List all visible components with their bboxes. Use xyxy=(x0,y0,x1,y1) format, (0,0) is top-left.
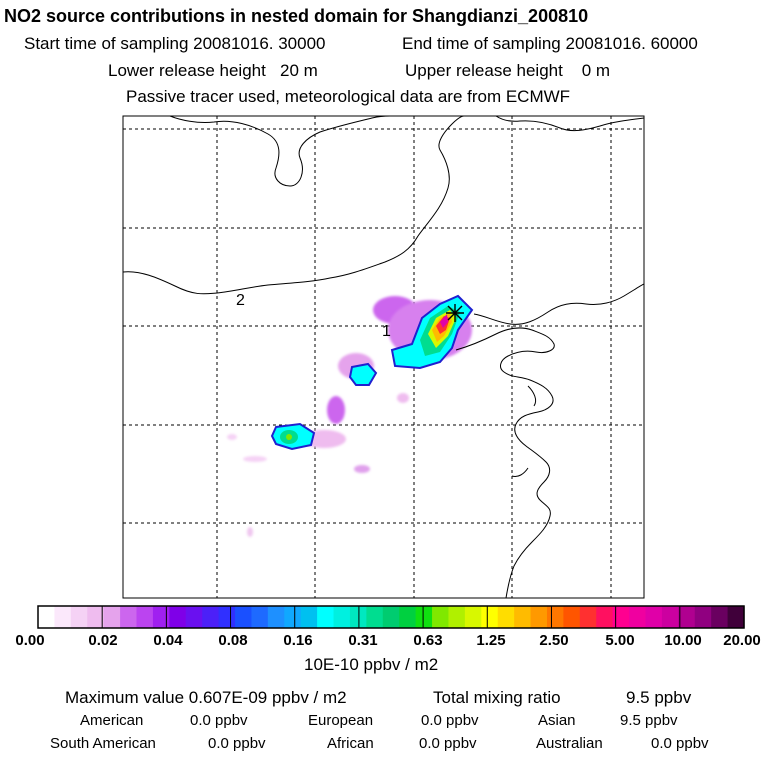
colorbar-swatch xyxy=(251,606,269,628)
colorbar-swatch xyxy=(284,606,302,628)
colorbar-swatch xyxy=(333,606,351,628)
colorbar-swatch xyxy=(38,606,56,628)
upper-release-label: Upper release height xyxy=(405,61,563,80)
region-european-value: 0.0 ppbv xyxy=(421,712,479,729)
colorbar-swatch xyxy=(70,606,88,628)
colorbar-tick-9: 5.00 xyxy=(605,632,635,649)
colorbar-tick-3: 0.08 xyxy=(218,632,248,649)
lower-release-label: Lower release height xyxy=(108,61,266,80)
colorbar-tick-10: 10.00 xyxy=(664,632,702,649)
colorbar-swatch xyxy=(497,606,515,628)
colorbar-swatch xyxy=(202,606,220,628)
colorbar-swatch xyxy=(645,606,663,628)
region-european-name: European xyxy=(308,712,374,729)
colorbar-swatch xyxy=(579,606,597,628)
end-time-label: End time of sampling xyxy=(402,34,561,53)
colorbar-tick-1: 0.02 xyxy=(88,632,118,649)
end-time: End time of sampling 20081016. 60000 xyxy=(402,35,698,52)
colorbar-swatch xyxy=(103,606,121,628)
colorbar-swatch xyxy=(629,606,647,628)
region-australian-name: Australian xyxy=(536,735,603,752)
colorbar-swatch xyxy=(399,606,417,628)
colorbar-swatch xyxy=(218,606,236,628)
colorbar-swatch xyxy=(185,606,203,628)
region-american-name: American xyxy=(80,712,144,729)
coastlines xyxy=(123,116,644,598)
upper-release-height: Upper release height 0 m xyxy=(405,62,610,79)
colorbar-swatch xyxy=(267,606,285,628)
colorbar-swatch xyxy=(382,606,400,628)
colorbar-swatch xyxy=(169,606,187,628)
colorbar-swatch xyxy=(136,606,154,628)
colorbar-swatch xyxy=(546,606,564,628)
colorbar-swatch xyxy=(464,606,482,628)
lower-release-value: 20 m xyxy=(280,61,318,80)
region-south-american-name: South American xyxy=(50,735,156,752)
colorbar-swatch xyxy=(514,606,532,628)
colorbar-swatch xyxy=(87,606,105,628)
plume-core xyxy=(270,294,474,451)
colorbar xyxy=(38,606,745,628)
colorbar-swatch xyxy=(678,606,696,628)
star-icon xyxy=(446,304,464,322)
grid-lines xyxy=(123,116,644,598)
colorbar-swatch xyxy=(711,606,729,628)
plot-title: NO2 source contributions in nested domai… xyxy=(4,6,589,26)
colorbar-swatch xyxy=(448,606,466,628)
colorbar-swatch xyxy=(694,606,712,628)
colorbar-swatch xyxy=(300,606,318,628)
colorbar-swatch xyxy=(120,606,138,628)
colorbar-tick-6: 0.63 xyxy=(413,632,443,649)
colorbar-tick-4: 0.16 xyxy=(283,632,313,649)
region-asian-name: Asian xyxy=(538,712,576,729)
region-australian-value: 0.0 ppbv xyxy=(651,735,709,752)
region-asian-value: 9.5 ppbv xyxy=(620,712,678,729)
colorbar-swatch xyxy=(152,606,170,628)
colorbar-tick-8: 2.50 xyxy=(539,632,569,649)
total-mixing-label: Total mixing ratio xyxy=(433,688,561,707)
colorbar-tick-7: 1.25 xyxy=(476,632,506,649)
colorbar-units: 10E-10 ppbv / m2 xyxy=(304,655,439,674)
start-time: Start time of sampling 20081016. 30000 xyxy=(24,35,326,52)
tracer-note: Passive tracer used, meteorological data… xyxy=(126,87,571,106)
lower-release-height: Lower release height 20 m xyxy=(108,62,318,79)
colorbar-tick-11: 20.00 xyxy=(723,632,761,649)
region-label-1: 1 xyxy=(382,323,391,340)
region-label-2: 2 xyxy=(236,292,245,309)
colorbar-swatch xyxy=(432,606,450,628)
region-south-american-value: 0.0 ppbv xyxy=(208,735,266,752)
colorbar-tick-5: 0.31 xyxy=(348,632,378,649)
colorbar-swatch xyxy=(481,606,499,628)
colorbar-swatch xyxy=(317,606,335,628)
colorbar-swatch xyxy=(235,606,253,628)
max-value-label: Maximum value xyxy=(65,688,185,707)
total-mixing-value: 9.5 ppbv xyxy=(626,688,692,707)
colorbar-swatch xyxy=(366,606,384,628)
colorbar-swatch xyxy=(563,606,581,628)
colorbar-swatch xyxy=(530,606,548,628)
end-time-value: 20081016. 60000 xyxy=(565,34,698,53)
start-time-label: Start time of sampling xyxy=(24,34,189,53)
region-african-value: 0.0 ppbv xyxy=(419,735,477,752)
region-african-name: African xyxy=(327,735,374,752)
colorbar-frame xyxy=(37,605,745,629)
map-frame xyxy=(122,115,645,599)
colorbar-swatch xyxy=(54,606,72,628)
colorbar-swatch xyxy=(596,606,614,628)
colorbar-swatch xyxy=(727,606,745,628)
start-time-value: 20081016. 30000 xyxy=(193,34,326,53)
colorbar-tick-0: 0.00 xyxy=(15,632,45,649)
max-value: Maximum value 0.607E-09 ppbv / m2 xyxy=(65,688,347,708)
colorbar-swatch xyxy=(415,606,433,628)
upper-release-value: 0 m xyxy=(581,61,611,80)
colorbar-tick-2: 0.04 xyxy=(153,632,183,649)
max-value-number: 0.607E-09 ppbv / m2 xyxy=(188,688,347,707)
colorbar-swatch xyxy=(612,606,630,628)
region-american-value: 0.0 ppbv xyxy=(190,712,248,729)
map-area: 2 1 xyxy=(123,116,644,598)
concentration-field xyxy=(227,294,474,537)
colorbar-swatch xyxy=(661,606,679,628)
